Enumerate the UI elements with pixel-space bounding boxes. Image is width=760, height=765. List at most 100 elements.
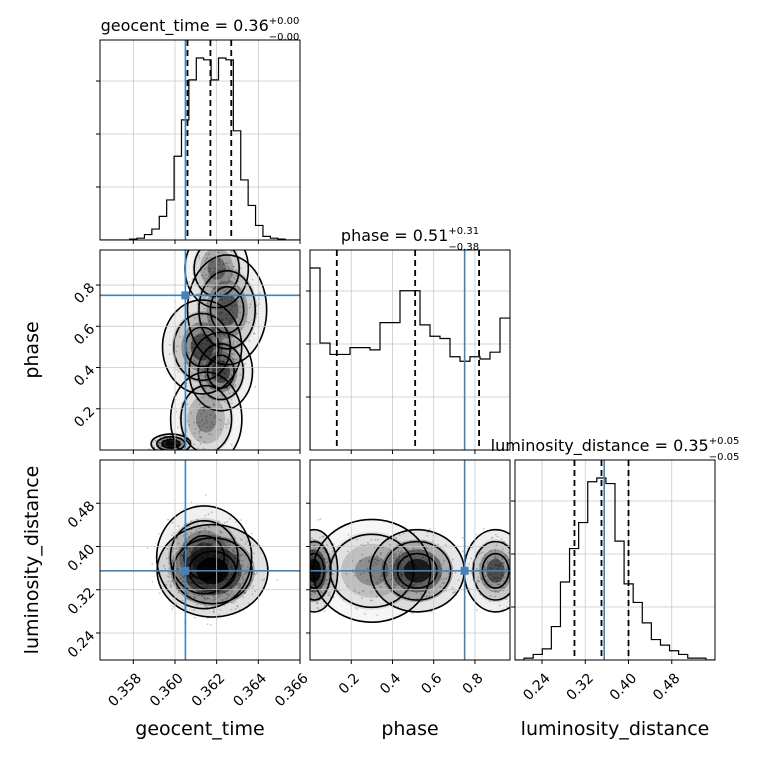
scatter-point bbox=[228, 279, 231, 282]
scatter-point bbox=[437, 559, 440, 562]
scatter-point bbox=[205, 606, 208, 608]
scatter-point bbox=[218, 311, 221, 314]
scatter-point bbox=[242, 582, 244, 584]
scatter-point bbox=[425, 595, 428, 598]
scatter-point bbox=[204, 605, 207, 608]
scatter-point bbox=[322, 592, 324, 595]
scatter-point bbox=[229, 517, 231, 520]
contour-line bbox=[186, 254, 268, 366]
scatter-point bbox=[243, 592, 246, 594]
scatter-point bbox=[207, 233, 209, 235]
scatter-point bbox=[256, 304, 258, 307]
scatter-point bbox=[398, 592, 401, 595]
scatter-point bbox=[489, 583, 492, 586]
x-axis-label-geocent_time: geocent_time bbox=[135, 718, 264, 740]
scatter-point bbox=[166, 548, 169, 550]
scatter-point bbox=[202, 364, 205, 366]
density-shade bbox=[165, 440, 177, 447]
scatter-point bbox=[493, 578, 496, 580]
scatter-point bbox=[205, 323, 208, 326]
scatter-point bbox=[176, 571, 178, 574]
scatter-point bbox=[213, 423, 216, 426]
scatter-point bbox=[470, 557, 473, 560]
scatter-point bbox=[360, 597, 363, 599]
scatter-point bbox=[438, 561, 441, 563]
scatter-point bbox=[306, 585, 308, 587]
scatter-point bbox=[213, 297, 216, 299]
scatter-point bbox=[244, 313, 247, 316]
scatter-point bbox=[224, 290, 226, 292]
scatter-point bbox=[195, 549, 197, 551]
scatter-point bbox=[390, 565, 393, 567]
scatter-point bbox=[229, 309, 232, 311]
scatter-point bbox=[314, 547, 317, 549]
scatter-point bbox=[476, 579, 479, 582]
scatter-point bbox=[224, 373, 227, 376]
scatter-point bbox=[395, 537, 398, 539]
scatter-point bbox=[219, 419, 222, 422]
scatter-point bbox=[169, 585, 172, 587]
panel-frame-phase-luminosity_distance bbox=[309, 459, 511, 661]
scatter-point bbox=[451, 586, 454, 589]
scatter-point bbox=[496, 580, 498, 583]
scatter-point bbox=[300, 590, 302, 592]
scatter-point bbox=[176, 345, 179, 348]
scatter-point bbox=[203, 596, 206, 599]
scatter-point bbox=[506, 606, 509, 609]
scatter-point bbox=[376, 559, 379, 562]
scatter-point bbox=[293, 583, 295, 585]
scatter-point bbox=[211, 594, 214, 597]
scatter-point bbox=[221, 598, 224, 601]
scatter-point bbox=[202, 447, 205, 450]
scatter-point bbox=[393, 577, 396, 580]
scatter-point bbox=[221, 319, 223, 322]
scatter-point bbox=[358, 591, 361, 594]
y-tick-label-phase: 0.8 bbox=[71, 280, 98, 307]
scatter-point bbox=[295, 558, 297, 560]
scatter-point bbox=[302, 571, 304, 573]
scatter-point bbox=[390, 578, 393, 581]
panel-frame-geocent_time-geocent_time bbox=[99, 39, 301, 241]
scatter-point bbox=[158, 441, 161, 444]
scatter-point bbox=[401, 575, 403, 578]
scatter-point bbox=[529, 561, 531, 563]
scatter-point bbox=[211, 374, 214, 376]
scatter-point bbox=[217, 520, 220, 523]
scatter-point bbox=[496, 564, 499, 567]
scatter-point bbox=[209, 451, 211, 453]
scatter-point bbox=[347, 534, 350, 536]
scatter-point bbox=[220, 379, 223, 381]
scatter-point bbox=[306, 574, 308, 576]
scatter-point bbox=[229, 280, 232, 282]
scatter-point bbox=[230, 596, 233, 598]
scatter-point bbox=[522, 587, 524, 589]
scatter-point bbox=[212, 539, 215, 542]
scatter-point bbox=[305, 552, 307, 554]
scatter-point bbox=[462, 536, 464, 539]
scatter-point bbox=[223, 372, 226, 375]
scatter-point bbox=[376, 555, 379, 558]
scatter-point bbox=[199, 364, 202, 367]
scatter-point bbox=[232, 311, 234, 314]
scatter-point bbox=[217, 287, 220, 289]
scatter-point bbox=[218, 259, 220, 262]
x-tick-label-geocent_time: 0.360 bbox=[147, 670, 187, 710]
scatter-point bbox=[168, 353, 171, 356]
scatter-point bbox=[206, 597, 208, 600]
scatter-point bbox=[198, 531, 200, 534]
scatter-point bbox=[234, 323, 237, 326]
scatter-point bbox=[311, 537, 313, 539]
scatter-point bbox=[494, 564, 497, 566]
scatter-point bbox=[223, 381, 226, 383]
scatter-point bbox=[210, 335, 213, 338]
scatter-point bbox=[239, 305, 241, 308]
scatter-point bbox=[180, 562, 183, 564]
scatter-point bbox=[242, 297, 245, 300]
scatter-point bbox=[227, 418, 230, 421]
scatter-point bbox=[297, 593, 299, 595]
scatter-point bbox=[209, 269, 211, 272]
scatter-point bbox=[304, 549, 306, 551]
scatter-point bbox=[293, 541, 295, 543]
scatter-point bbox=[208, 405, 211, 408]
scatter-point bbox=[219, 531, 222, 534]
